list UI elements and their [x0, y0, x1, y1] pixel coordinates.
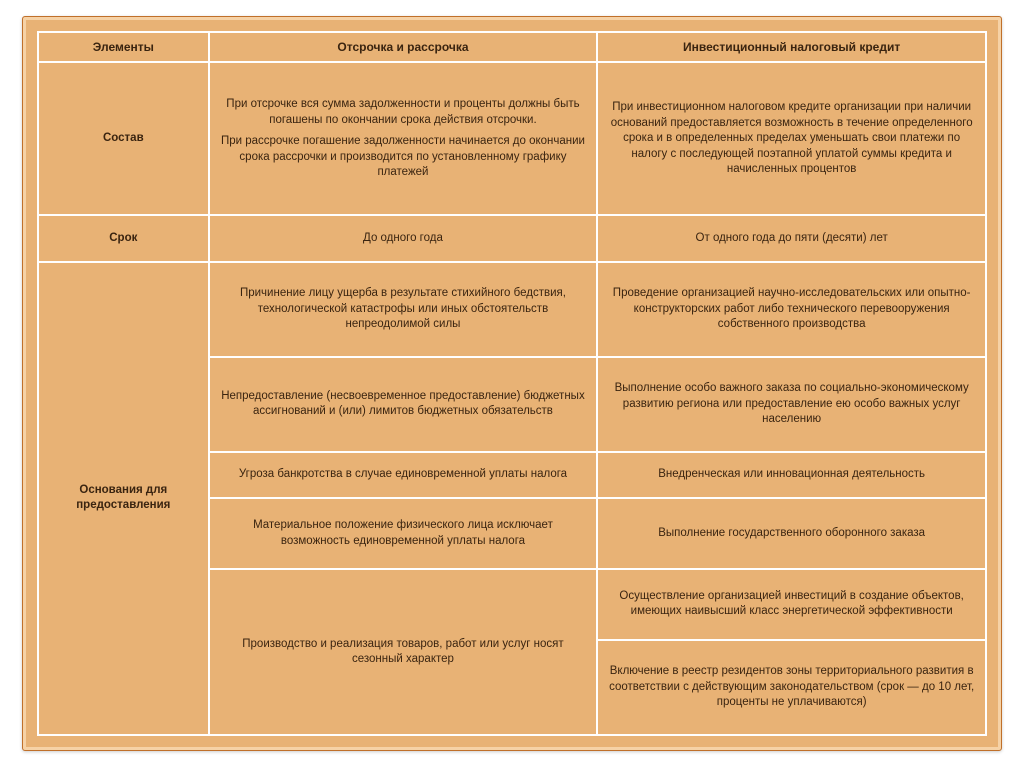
cell-sostav-right: При инвестиционном налоговом кредите орг… [597, 62, 986, 215]
slide-frame: Элементы Отсрочка и рассрочка Инвестицио… [22, 16, 1002, 751]
header-deferment: Отсрочка и рассрочка [209, 32, 598, 62]
label-osnov: Основания для предоставления [38, 262, 209, 735]
cell-osnov-r5-left: Производство и реализация товаров, работ… [209, 569, 598, 735]
label-srok: Срок [38, 215, 209, 261]
cell-osnov-r4-left: Материальное положение физического лица … [209, 498, 598, 569]
label-sostav: Состав [38, 62, 209, 215]
header-row: Элементы Отсрочка и рассрочка Инвестицио… [38, 32, 986, 62]
cell-osnov-r5-right-b: Включение в реестр резидентов зоны терри… [597, 640, 986, 735]
row-sostav: Состав При отсрочке вся сумма задолженно… [38, 62, 986, 215]
cell-osnov-r1-right: Проведение организацией научно-исследова… [597, 262, 986, 357]
table-wrapper: Элементы Отсрочка и рассрочка Инвестицио… [37, 31, 987, 736]
cell-osnov-r4-right: Выполнение государственного оборонного з… [597, 498, 986, 569]
cell-osnov-r2-left: Непредоставление (несвоевременное предос… [209, 357, 598, 452]
header-investment-credit: Инвестиционный налоговый кредит [597, 32, 986, 62]
row-osnov-1: Основания для предоставления Причинение … [38, 262, 986, 357]
cell-osnov-r5-right-a: Осуществление организацией инвестиций в … [597, 569, 986, 640]
cell-srok-right: От одного года до пяти (десяти) лет [597, 215, 986, 261]
cell-srok-left: До одного года [209, 215, 598, 261]
sostav-left-p2: При рассрочке погашение задолженности на… [218, 134, 589, 181]
cell-osnov-r2-right: Выполнение особо важного заказа по социа… [597, 357, 986, 452]
row-srok: Срок До одного года От одного года до пя… [38, 215, 986, 261]
cell-sostav-left: При отсрочке вся сумма задолженности и п… [209, 62, 598, 215]
cell-osnov-r3-right: Внедренческая или инновационная деятельн… [597, 452, 986, 498]
header-elements: Элементы [38, 32, 209, 62]
cell-osnov-r1-left: Причинение лицу ущерба в результате стих… [209, 262, 598, 357]
sostav-left-p1: При отсрочке вся сумма задолженности и п… [218, 97, 589, 128]
comparison-table: Элементы Отсрочка и рассрочка Инвестицио… [37, 31, 987, 736]
cell-osnov-r3-left: Угроза банкротства в случае единовременн… [209, 452, 598, 498]
